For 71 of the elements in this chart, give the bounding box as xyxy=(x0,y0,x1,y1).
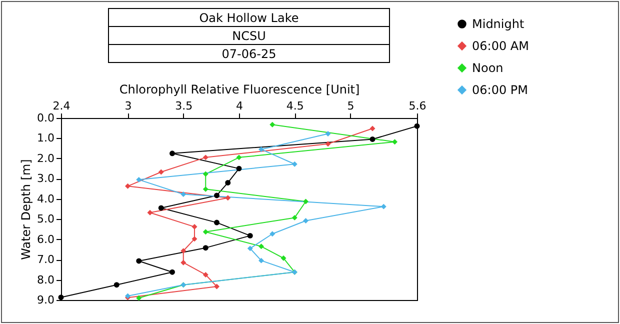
y-tick-label: 8.0 xyxy=(37,273,54,286)
y-tick-label: 3.0 xyxy=(37,172,54,186)
point xyxy=(58,294,64,300)
y-tick-label: 5.0 xyxy=(37,212,54,226)
y-tick-label: 1.0 xyxy=(37,132,54,145)
point xyxy=(158,205,164,211)
point xyxy=(258,258,264,264)
point xyxy=(325,131,331,137)
x-tick-label: 4.5 xyxy=(286,100,304,112)
point xyxy=(170,269,175,275)
x-tick-label: 2.4 xyxy=(52,100,70,112)
legend-label: Midnight xyxy=(472,17,524,31)
point xyxy=(303,218,308,224)
point xyxy=(214,284,220,290)
point xyxy=(325,141,331,147)
x-tick-label: 5 xyxy=(347,100,354,112)
point xyxy=(258,244,264,250)
point xyxy=(292,161,298,167)
point xyxy=(125,183,130,189)
point xyxy=(147,210,153,216)
y-tick-label: 6.0 xyxy=(37,232,54,246)
point xyxy=(180,192,186,197)
point xyxy=(258,146,264,152)
point xyxy=(214,220,220,226)
legend-label: 06:00 AM xyxy=(472,39,529,53)
x-tick-label: 4 xyxy=(236,100,243,112)
y-tick-label: 4.0 xyxy=(37,192,54,206)
point xyxy=(247,246,253,252)
x-tick-label: 3 xyxy=(124,100,132,112)
point xyxy=(236,166,242,172)
y-tick-label: 9.0 xyxy=(37,294,54,306)
text: 07-06-25 xyxy=(108,44,390,62)
x-tick-label: 3.5 xyxy=(175,100,193,112)
point xyxy=(202,245,208,251)
point xyxy=(170,150,175,156)
point xyxy=(225,195,231,201)
point xyxy=(180,260,186,266)
point xyxy=(136,258,142,264)
point xyxy=(136,295,142,301)
point xyxy=(114,282,120,288)
chart-title: Oak Hollow Lake xyxy=(108,8,390,26)
point xyxy=(225,180,231,186)
point xyxy=(370,126,376,132)
point xyxy=(136,176,142,182)
point xyxy=(270,122,276,128)
point xyxy=(192,236,198,242)
y-axis-title: Water Depth [m] xyxy=(19,159,34,260)
x-tick-label: 5.6 xyxy=(408,100,426,112)
y-tick-label: 2.0 xyxy=(37,152,54,165)
point xyxy=(158,169,164,175)
point xyxy=(202,186,208,192)
point xyxy=(370,136,376,142)
point xyxy=(392,139,398,145)
point xyxy=(202,171,208,177)
point xyxy=(270,231,276,237)
y-tick-label: 7.0 xyxy=(37,253,54,266)
point xyxy=(180,248,186,254)
y-tick-label: 0.0 xyxy=(37,112,54,124)
point xyxy=(280,255,286,261)
point xyxy=(202,154,208,160)
point xyxy=(214,192,220,198)
point xyxy=(247,232,253,238)
point xyxy=(414,123,420,129)
chart-subtitle: NCSU xyxy=(108,26,390,44)
point xyxy=(303,198,308,204)
legend-label: 06:00 PM xyxy=(472,83,528,97)
point xyxy=(236,154,242,160)
x-axis-title: Chlorophyll Relative Fluorescence [Unit] xyxy=(119,82,360,96)
point xyxy=(202,272,208,278)
point xyxy=(292,214,298,220)
legend-label: Noon xyxy=(472,61,504,75)
